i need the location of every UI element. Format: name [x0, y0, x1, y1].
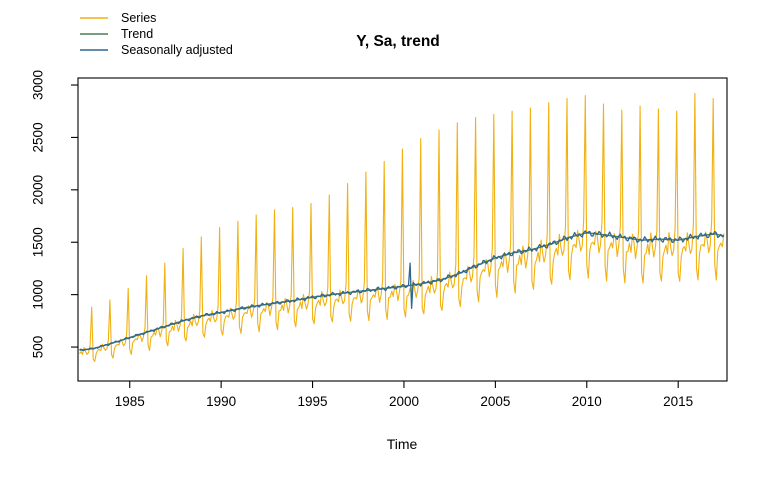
- x-axis-tick-label: 2015: [663, 394, 693, 409]
- y-axis-tick-label: 1000: [31, 280, 46, 310]
- y-axis-tick-label: 3000: [31, 70, 46, 100]
- plot-lines: [79, 92, 725, 363]
- seasonally-adjusted-line: [79, 230, 725, 352]
- axes: 1985 1990 1995 2000 2005 2010 2015 500 1000 1500 2…: [31, 70, 693, 409]
- x-axis-tick-label: 1990: [206, 394, 236, 409]
- x-axis-tick-label: 1995: [298, 394, 328, 409]
- y-axis-tick-label: 2500: [31, 122, 46, 152]
- x-axis-tick-label: 2005: [480, 394, 510, 409]
- x-axis-title: Time: [387, 436, 418, 452]
- legend-label-seasonally-adjusted: Seasonally adjusted: [121, 43, 233, 57]
- x-axis-tick-label: 1985: [115, 394, 145, 409]
- series-line: [79, 92, 725, 363]
- legend-label-trend: Trend: [121, 27, 153, 41]
- chart-title: Y, Sa, trend: [356, 33, 440, 50]
- legend-label-series: Series: [121, 11, 156, 25]
- y-axis-tick-label: 500: [31, 336, 46, 359]
- x-axis-tick-label: 2010: [572, 394, 602, 409]
- legend: Series Trend Seasonally adjusted: [80, 11, 233, 57]
- plot-frame: [77, 77, 728, 382]
- y-axis-tick-label: 2000: [31, 175, 46, 205]
- y-axis-tick-label: 1500: [31, 227, 46, 257]
- x-axis-tick-label: 2000: [389, 394, 419, 409]
